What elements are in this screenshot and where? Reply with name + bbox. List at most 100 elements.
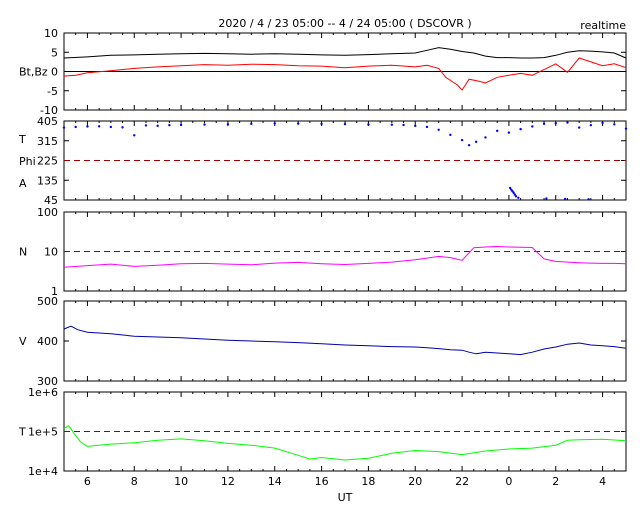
panel-velocity: 500 400 300 V — [19, 295, 627, 388]
y-tick-label: 135 — [37, 174, 58, 187]
series-phi-low — [508, 186, 590, 201]
y-tick-label: 300 — [37, 375, 58, 388]
data-point — [519, 127, 522, 131]
y-axis-label: V — [19, 335, 27, 348]
data-point — [168, 123, 171, 127]
y-tick-label: -10 — [40, 104, 58, 117]
series-phi — [62, 121, 628, 147]
y-tick-label: 10 — [44, 246, 58, 259]
y-tick-label: 400 — [37, 335, 58, 348]
y-tick-label: 315 — [37, 135, 58, 148]
x-tick-label: 8 — [131, 475, 138, 488]
data-point — [144, 124, 148, 127]
x-axis: 6 8 10 12 14 16 18 20 22 0 2 4 — [84, 475, 606, 488]
data-point — [467, 143, 471, 147]
data-point — [496, 129, 499, 133]
y-tick-label: 1 — [51, 285, 58, 298]
y-tick-label: 1e+6 — [28, 386, 58, 399]
series-line-bz — [63, 57, 627, 91]
data-point — [62, 126, 66, 129]
y-tick-label: 5 — [51, 46, 58, 59]
data-point — [86, 125, 89, 128]
data-point — [449, 133, 452, 137]
data-point — [513, 193, 516, 196]
x-tick-label: 16 — [315, 475, 329, 488]
y-tick-label: 100 — [37, 206, 58, 219]
panel-magnetic-field: 10 5 0 -5 -10 Bt,Bz — [19, 27, 627, 117]
y-tick-label: -5 — [47, 85, 58, 98]
x-tick-label: 18 — [361, 475, 375, 488]
y-tick-label: 10 — [44, 27, 58, 40]
data-point — [554, 121, 557, 125]
data-point — [296, 122, 300, 125]
data-point — [531, 125, 534, 128]
x-tick-label: 20 — [408, 475, 422, 488]
data-point — [542, 122, 546, 126]
panel-temperature-phi: 405 315 225 135 45 T Phi A — [18, 115, 628, 207]
data-point — [402, 123, 405, 127]
data-point — [121, 126, 124, 129]
y-tick-label: 1e+4 — [28, 465, 58, 478]
series-line-n — [63, 245, 627, 268]
chart-title: 2020 / 4 / 23 05:00 -- 4 / 24 05:00 ( DS… — [218, 17, 471, 30]
data-point — [203, 123, 206, 126]
x-tick-label: 6 — [84, 475, 91, 488]
x-tick-label: 0 — [505, 475, 512, 488]
y-axis-label: N — [19, 246, 27, 259]
data-point — [563, 197, 567, 201]
data-point — [577, 126, 581, 129]
data-point — [517, 196, 520, 200]
data-point — [97, 125, 101, 128]
data-point — [508, 186, 512, 190]
y-tick-label: 225 — [37, 155, 58, 168]
y-axis-label: A — [19, 177, 27, 190]
data-point — [587, 198, 590, 201]
data-point — [512, 191, 515, 194]
x-axis-label: UT — [338, 491, 353, 504]
x-tick-label: 10 — [174, 475, 188, 488]
data-point — [156, 124, 159, 128]
y-tick-label: 1e+5 — [28, 426, 58, 439]
x-tick-label: 2 — [552, 475, 559, 488]
data-point — [507, 131, 511, 134]
data-point — [133, 134, 136, 137]
data-point — [390, 123, 394, 126]
y-tick-label: 405 — [37, 115, 58, 128]
data-point — [425, 125, 429, 129]
series-line-v — [63, 325, 627, 356]
y-axis-label: Phi — [19, 155, 36, 168]
x-tick-label: 14 — [268, 475, 282, 488]
data-point — [179, 123, 183, 127]
y-tick-label: 500 — [37, 295, 58, 308]
data-point — [601, 121, 604, 125]
panels: 10 5 0 -5 -10 Bt,Bz 405 315 225 135 45 T Phi A 100 10 1 N… — [18, 27, 628, 478]
data-point — [589, 123, 593, 127]
data-point — [273, 122, 276, 125]
data-point — [109, 125, 113, 129]
data-point — [624, 127, 628, 130]
data-point — [460, 138, 464, 142]
panel-temperature: 1e+6 1e+5 1e+4 T — [18, 386, 627, 478]
data-point — [484, 136, 487, 139]
data-point — [437, 128, 440, 131]
data-point — [474, 140, 478, 144]
data-point — [414, 124, 417, 128]
data-point — [250, 122, 253, 126]
x-tick-label: 4 — [599, 475, 606, 488]
y-tick-label: 0 — [51, 66, 58, 79]
data-point — [320, 122, 323, 126]
x-tick-label: 22 — [455, 475, 469, 488]
data-point — [343, 122, 347, 126]
data-point — [613, 123, 616, 126]
y-axis-label: Bt,Bz — [19, 66, 48, 79]
status-label: realtime — [580, 19, 626, 32]
data-point — [566, 121, 569, 124]
panel-density: 100 10 1 N — [19, 206, 627, 298]
y-axis-label: T — [18, 426, 26, 439]
data-point — [545, 197, 548, 200]
data-point — [74, 125, 77, 129]
data-point — [367, 123, 370, 126]
x-tick-label: 12 — [221, 475, 235, 488]
data-point — [226, 123, 230, 126]
